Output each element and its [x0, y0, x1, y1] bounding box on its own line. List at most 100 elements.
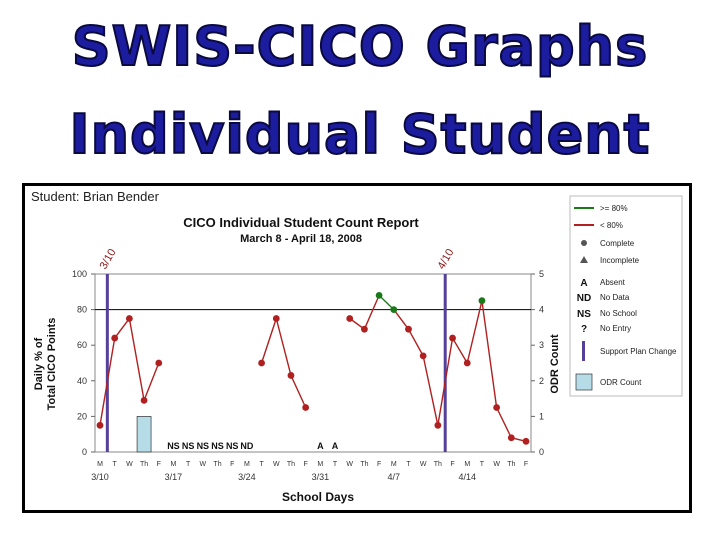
data-point: [140, 396, 148, 404]
data-line-segment: [437, 337, 454, 426]
x-day-letter: T: [480, 461, 485, 468]
data-point: [96, 421, 104, 429]
y-tick-label: 60: [77, 340, 87, 350]
x-day-letter: T: [333, 461, 338, 468]
data-point: [463, 359, 471, 367]
x-week-label: 3/17: [165, 472, 183, 482]
data-point: [111, 334, 119, 342]
data-line-segment: [114, 318, 130, 339]
data-line-segment: [495, 407, 512, 439]
day-code-label: NS: [197, 441, 210, 451]
x-week-label: 3/10: [91, 472, 109, 482]
day-code-label: A: [317, 441, 324, 451]
x-day-letter: T: [406, 461, 411, 468]
chart-title: CICO Individual Student Count Report: [183, 215, 419, 230]
legend-dot-swatch: [581, 240, 587, 246]
x-day-letter: F: [157, 461, 161, 468]
day-code-label: ND: [240, 441, 253, 451]
data-point: [507, 434, 515, 442]
legend-label: >= 80%: [600, 204, 628, 213]
data-point: [125, 315, 133, 322]
data-line-segment: [99, 337, 116, 426]
y-tick-label: 40: [77, 376, 87, 386]
y-tick-label: 80: [77, 305, 87, 315]
x-day-letter: M: [171, 461, 177, 468]
x-axis-label: School Days: [282, 490, 354, 504]
legend-label: Incomplete: [600, 256, 640, 265]
day-code-label: NS: [226, 441, 239, 451]
data-point: [493, 404, 501, 411]
data-line-segment: [466, 300, 483, 364]
cico-chart: Student: Brian Bender CICO Individual St…: [31, 189, 683, 504]
legend-label: No School: [600, 309, 637, 318]
legend-label: Support Plan Change: [600, 347, 677, 356]
data-point: [478, 297, 486, 305]
legend-triangle-swatch: [580, 256, 588, 263]
legend-label: Complete: [600, 239, 635, 248]
y2-axis-label: ODR Count: [549, 334, 561, 394]
y-tick-label: 0: [82, 447, 87, 457]
x-day-letter: W: [493, 461, 500, 468]
x-day-letter: Th: [287, 461, 295, 468]
y2-tick-label: 5: [539, 269, 544, 279]
data-point: [390, 306, 398, 313]
data-point: [361, 325, 368, 333]
x-day-letter: W: [126, 461, 133, 468]
x-week-label: 4/14: [458, 472, 476, 482]
legend-code-swatch: ?: [581, 324, 587, 335]
data-line-segment: [393, 309, 410, 330]
y2-tick-label: 0: [539, 447, 544, 457]
student-label: Student: Brian Bender: [31, 189, 160, 204]
chart-subtitle: March 8 - April 18, 2008: [240, 233, 362, 245]
support-plan-change-label: 4/10: [435, 247, 456, 272]
data-point: [405, 325, 412, 333]
slide-title-line-1: SWIS-CICO Graphs: [71, 15, 649, 78]
x-day-letter: F: [450, 461, 454, 468]
data-line-segment: [143, 362, 160, 401]
data-point: [375, 291, 383, 299]
legend-code-swatch: ND: [577, 293, 591, 304]
x-day-letter: T: [186, 461, 191, 468]
x-day-letter: Th: [140, 461, 148, 468]
x-day-letter: T: [259, 461, 264, 468]
data-point: [302, 404, 310, 411]
x-day-letter: W: [420, 461, 427, 468]
x-day-letter: F: [230, 461, 234, 468]
day-code-label: NS: [211, 441, 224, 451]
x-day-letter: Th: [507, 461, 515, 468]
y2-tick-label: 2: [539, 376, 544, 386]
legend-box: [569, 195, 683, 397]
legend-bar-swatch: [582, 341, 585, 361]
data-line-segment: [451, 337, 468, 364]
support-plan-change-label: 3/10: [98, 247, 119, 272]
legend-label: ODR Count: [600, 378, 642, 387]
data-point: [434, 421, 442, 429]
x-day-letter: M: [97, 461, 103, 468]
data-line-segment: [407, 328, 424, 357]
data-point: [258, 359, 265, 367]
day-code-label: NS: [182, 441, 195, 451]
slide-title-line-2: Individual Student: [69, 103, 651, 166]
x-day-letter: M: [317, 461, 323, 468]
x-week-label: 3/24: [238, 472, 256, 482]
day-code-label: NS: [167, 441, 180, 451]
y2-tick-label: 4: [539, 305, 544, 315]
data-line-segment: [378, 294, 395, 311]
y-axis-label-line-1: Daily % of: [33, 337, 45, 390]
plot-border: [94, 273, 532, 453]
data-line-segment: [128, 318, 145, 401]
data-line-segment: [363, 295, 380, 330]
legend-code-swatch: A: [580, 278, 587, 289]
x-day-letter: M: [391, 461, 397, 468]
x-day-letter: Th: [213, 461, 221, 468]
y2-tick-label: 3: [539, 340, 544, 350]
odr-bar: [136, 416, 152, 453]
x-day-letter: Th: [434, 461, 442, 468]
x-day-letter: F: [377, 461, 381, 468]
y-tick-label: 20: [77, 411, 87, 421]
x-week-label: 4/7: [388, 472, 401, 482]
data-point: [449, 334, 456, 342]
legend-label: No Data: [600, 293, 630, 302]
data-point: [419, 352, 427, 360]
